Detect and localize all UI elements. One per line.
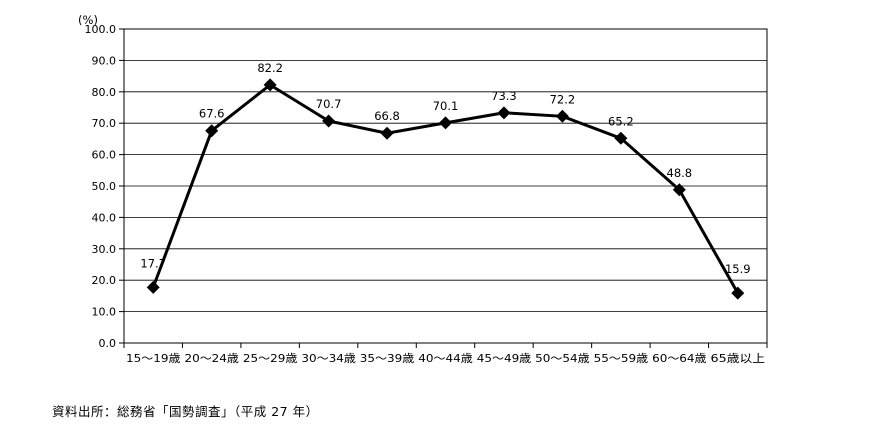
data-label: 67.6 xyxy=(199,107,225,121)
data-label: 70.1 xyxy=(433,99,459,113)
data-point-marker xyxy=(672,183,686,197)
gridlines xyxy=(124,60,767,313)
y-tick-label: 60.0 xyxy=(92,149,117,162)
data-label: 17.7 xyxy=(140,256,166,270)
series-line xyxy=(151,83,740,294)
data-point-marker xyxy=(146,280,160,294)
data-markers xyxy=(146,78,745,300)
y-tick-label: 20.0 xyxy=(92,274,117,287)
x-tick-label: 50～54歳 xyxy=(535,352,589,365)
y-tick-label: 0.0 xyxy=(99,337,117,350)
y-axis-ticks: 0.0 10.0 20.0 30.0 40.0 50.0 60.0 70.0 80.0 90.0 1… xyxy=(85,23,124,350)
y-tick-label: 40.0 xyxy=(92,211,117,224)
data-point-marker xyxy=(731,286,745,300)
data-label: 73.3 xyxy=(491,89,517,103)
x-tick-label: 30～34歳 xyxy=(301,352,355,365)
data-point-marker xyxy=(497,106,511,120)
y-tick-label: 70.0 xyxy=(92,117,117,130)
x-tick-label: 25～29歳 xyxy=(243,352,297,365)
data-labels: 17.7 67.6 82.2 70.7 66.8 70.1 73.3 72.2 65.2 48.8… xyxy=(140,61,750,276)
x-axis-ticks: 15～19歳 20～24歳 25～29歳 30～34歳 35～39歳 40～44歳 45～4… xyxy=(123,343,768,365)
x-tick-label: 15～19歳 xyxy=(126,352,180,365)
source-note: 資料出所：総務省「国勢調査」（平成 27 年） xyxy=(52,404,319,419)
x-tick-label: 60～64歳 xyxy=(652,352,706,365)
data-label: 82.2 xyxy=(257,61,283,75)
data-label: 66.8 xyxy=(374,109,400,123)
data-label: 70.7 xyxy=(316,97,342,111)
y-tick-label: 90.0 xyxy=(92,54,117,67)
y-axis-unit-label: (%) xyxy=(78,13,98,27)
x-tick-label: 20～24歳 xyxy=(184,352,238,365)
x-tick-label: 45～49歳 xyxy=(477,352,531,365)
data-point-marker xyxy=(380,126,394,140)
data-point-marker xyxy=(205,124,219,138)
data-label: 65.2 xyxy=(608,114,634,128)
x-tick-label: 55～59歳 xyxy=(594,352,648,365)
data-label: 72.2 xyxy=(550,92,576,106)
x-tick-label: 40～44歳 xyxy=(418,352,472,365)
data-point-marker xyxy=(439,116,452,130)
x-tick-label: 65歳以上 xyxy=(711,352,765,365)
data-label: 48.8 xyxy=(667,166,693,180)
data-label: 15.9 xyxy=(725,262,751,276)
data-point-marker xyxy=(263,78,277,92)
y-tick-label: 50.0 xyxy=(92,180,117,193)
y-tick-label: 10.0 xyxy=(92,306,117,319)
x-tick-label: 35～39歳 xyxy=(360,352,414,365)
data-point-marker xyxy=(614,131,628,145)
y-tick-label: 80.0 xyxy=(92,86,117,99)
y-tick-label: 100.0 xyxy=(85,23,117,36)
data-point-marker xyxy=(322,114,336,128)
data-point-marker xyxy=(555,109,569,123)
y-tick-label: 30.0 xyxy=(92,243,117,256)
